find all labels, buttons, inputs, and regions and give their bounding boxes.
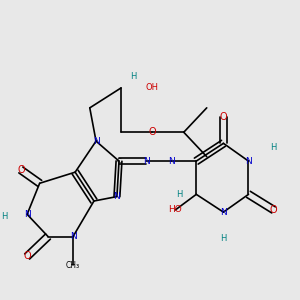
Text: H: H — [130, 72, 137, 81]
Text: CH₃: CH₃ — [66, 261, 80, 270]
Text: N: N — [143, 157, 149, 166]
Text: N: N — [220, 208, 227, 217]
Text: O: O — [17, 165, 25, 175]
Text: N: N — [93, 136, 99, 146]
Text: OH: OH — [146, 83, 159, 92]
Text: N: N — [70, 232, 76, 241]
Text: O: O — [148, 127, 156, 137]
Text: N: N — [113, 192, 120, 201]
Text: O: O — [220, 112, 227, 122]
Text: O: O — [270, 205, 278, 215]
Text: N: N — [245, 157, 252, 166]
Text: C: C — [117, 158, 122, 164]
Text: H: H — [270, 143, 277, 152]
Text: H: H — [176, 190, 183, 199]
Text: H: H — [1, 212, 7, 221]
Text: O: O — [23, 251, 31, 262]
Text: H: H — [220, 234, 226, 243]
Text: N: N — [24, 210, 31, 219]
Text: N: N — [168, 157, 175, 166]
Text: HO: HO — [169, 206, 182, 214]
